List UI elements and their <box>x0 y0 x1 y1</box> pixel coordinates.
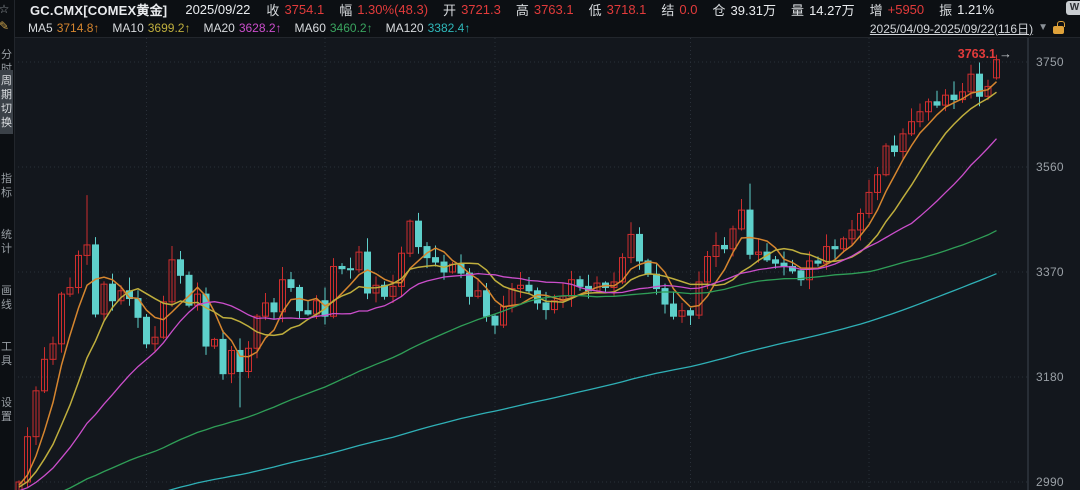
quote-date: 2025/09/22 <box>185 2 251 17</box>
quote-field-高: 高 3763.1 <box>515 2 574 18</box>
date-range-selector[interactable]: 2025/04/09-2025/09/22(116日) <box>869 21 1034 36</box>
sidebar-item-指标[interactable]: 指标 <box>1 173 12 199</box>
price-tick-2990: 2990 <box>1036 474 1064 489</box>
ma5-line <box>18 81 998 486</box>
quote-row: GC.CMX[COMEX黄金] 2025/09/22 收 3754.1 幅 1.30%… <box>0 0 1080 19</box>
quote-field-结: 结 0.0 <box>661 2 698 18</box>
unlock-icon[interactable] <box>1053 20 1065 34</box>
quote-fields: 收 3754.1 幅 1.30%(48.3) 开 3721.3 高 3763.1 低 3718.1… <box>266 0 1009 19</box>
price-tick-3370: 3370 <box>1036 264 1064 279</box>
date-range-wrap: 2025/04/09-2025/09/22(116日) ▼ <box>869 19 1065 37</box>
candlestick-chart[interactable] <box>14 38 1080 490</box>
ma20-line <box>19 138 997 490</box>
ma60-line <box>64 230 997 490</box>
right-arrow-icon: → <box>999 46 1012 61</box>
sidebar-item-统计[interactable]: 统计 <box>1 229 12 255</box>
sidebar-item-周期切换[interactable]: 周期切换 <box>0 70 13 134</box>
quote-field-开: 开 3721.3 <box>443 2 501 18</box>
symbol-name: GC.CMX[COMEX黄金] <box>30 3 168 18</box>
w-badge[interactable]: W <box>1066 1 1080 15</box>
high-annotation: 3763.1 → <box>860 46 1012 61</box>
quote-field-收: 收 3754.1 <box>266 2 325 18</box>
quote-field-仓: 仓 39.31万 <box>712 3 777 18</box>
chevron-down-icon[interactable]: ▼ <box>1038 22 1048 33</box>
sidebar-item-画线[interactable]: 画线 <box>1 285 12 311</box>
ma-legend-ma60: MA60 3460.2↑ <box>294 21 373 35</box>
sidebar-item-设置[interactable]: 设置 <box>1 397 12 423</box>
ma-row: MA5 3714.8↑ MA10 3699.2↑ MA20 3628.2↑ MA60 3460… <box>0 19 1080 37</box>
price-tick-3560: 3560 <box>1036 159 1064 174</box>
quote-header: GC.CMX[COMEX黄金] 2025/09/22 收 3754.1 幅 1.30%… <box>0 0 1080 38</box>
grid-lines <box>14 38 1028 490</box>
ma120-line <box>167 273 997 490</box>
ma-legend: MA5 3714.8↑ MA10 3699.2↑ MA20 3628.2↑ MA60 3460… <box>28 21 483 35</box>
ma-legend-ma10: MA10 3699.2↑ <box>112 21 191 35</box>
chart-area[interactable]: 3750 3560 3370 3180 2990 3763.1 → <box>14 38 1080 490</box>
ma10-line <box>18 91 997 488</box>
candles-layer <box>15 54 1000 490</box>
sidebar-item-工具[interactable]: 工具 <box>1 341 12 367</box>
quote-field-低: 低 3718.1 <box>588 2 647 18</box>
star-icon[interactable]: ☆ <box>0 2 12 16</box>
price-tick-3180: 3180 <box>1036 369 1064 384</box>
ma-legend-ma120: MA120 3382.4↑ <box>385 21 471 35</box>
edit-icon[interactable]: ✎ <box>0 19 12 33</box>
sidebar-item-分时[interactable]: 分时 <box>1 49 12 75</box>
high-annotation-value: 3763.1 <box>957 46 996 61</box>
ma-legend-ma5: MA5 3714.8↑ <box>28 21 100 35</box>
quote-field-振: 振 1.21% <box>939 2 995 18</box>
quote-field-量: 量 14.27万 <box>791 3 855 18</box>
ma-lines-layer <box>18 81 998 490</box>
ma-legend-ma20: MA20 3628.2↑ <box>203 21 282 35</box>
quote-field-增: 增 +5950 <box>869 2 925 18</box>
price-tick-3750: 3750 <box>1036 55 1064 69</box>
quote-field-幅: 幅 1.30%(48.3) <box>339 2 429 18</box>
